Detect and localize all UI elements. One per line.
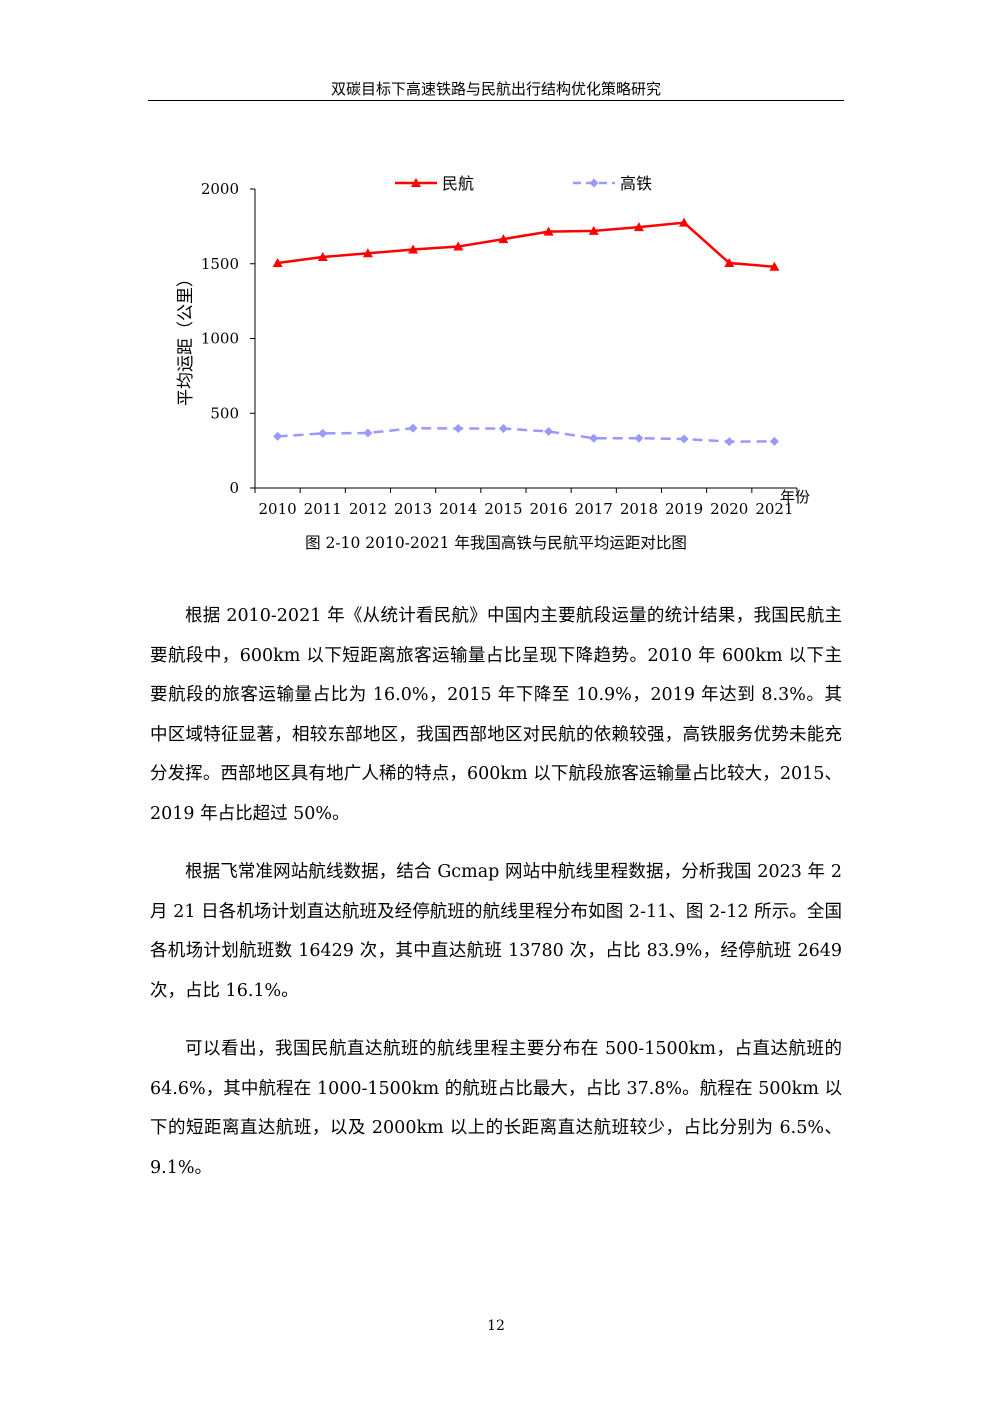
page-number: 12 (487, 1318, 505, 1334)
series-2-point (363, 428, 373, 438)
y-tick-label: 500 (210, 404, 239, 422)
x-tick-label: 2016 (529, 500, 567, 518)
legend-label-1: 民航 (442, 174, 474, 193)
x-axis-label: 年份 (780, 488, 810, 506)
body-paragraph-3: 可以看出，我国民航直达航班的航线里程主要分布在 500-1500km，占直达航班… (150, 1039, 842, 1178)
series-line-2 (277, 426, 775, 443)
series-1-point (453, 241, 464, 251)
line-chart: 0 500 1000 1500 2000 2010 2011 2012 2013 2014 2015… (176, 174, 810, 518)
running-header: 双碳目标下高速铁路与民航出行结构优化策略研究 (330, 80, 661, 98)
series-2-point (679, 434, 689, 444)
series-1-point (588, 225, 599, 235)
chart-series (272, 217, 780, 447)
body-paragraph-2: 根据飞常准网站航线数据，结合 Gcmap 网站中航线里程数据，分析我国 2023… (150, 862, 842, 1001)
series-2-point (544, 426, 554, 436)
chart-ticks: 0 500 1000 1500 2000 2010 2011 2012 2013 2014 2015… (201, 180, 798, 518)
x-tick-label: 2017 (575, 500, 613, 518)
x-tick-label: 2012 (349, 500, 387, 518)
chart-legend: 民航 高铁 (395, 174, 652, 193)
legend-marker-2 (589, 178, 599, 188)
series-2-point (724, 437, 734, 447)
legend-marker-1 (411, 178, 421, 187)
y-axis-label: 平均运距（公里） (176, 270, 196, 406)
chart-axes (254, 189, 797, 489)
series-line-1 (277, 221, 775, 268)
legend-label-2: 高铁 (620, 174, 652, 193)
series-1-point (498, 234, 509, 244)
x-tick-label: 2015 (484, 500, 522, 518)
series-1-point (724, 258, 735, 268)
x-tick-label: 2019 (665, 500, 703, 518)
x-tick-label: 2011 (304, 500, 342, 518)
series-2-point (318, 428, 328, 438)
x-tick-label: 2013 (394, 500, 432, 518)
series-1-point (317, 252, 328, 262)
series-2-point (273, 431, 283, 441)
y-tick-label: 1000 (201, 330, 239, 348)
figure-caption: 图 2-10 2010-2021 年我国高铁与民航平均运距对比图 (305, 534, 687, 552)
series-1-point (633, 222, 644, 232)
x-tick-label: 2014 (439, 500, 477, 518)
y-tick-label: 2000 (201, 180, 239, 198)
series-1-point (769, 261, 780, 271)
series-2-point (453, 423, 463, 433)
series-2-point (769, 436, 779, 446)
y-tick-label: 0 (229, 479, 239, 497)
series-2-point (634, 433, 644, 443)
x-tick-label: 2018 (620, 500, 658, 518)
body-paragraph-1: 根据 2010-2021 年《从统计看民航》中国内主要航段运量的统计结果，我国民… (150, 606, 842, 824)
series-2-point (498, 423, 508, 433)
y-tick-label: 1500 (201, 255, 239, 273)
x-tick-label: 2010 (258, 500, 296, 518)
series-1-point (543, 226, 554, 236)
series-2-point (589, 433, 599, 443)
x-tick-label: 2021 (755, 500, 793, 518)
series-1-point (272, 258, 283, 268)
series-1-point (408, 244, 419, 254)
series-1-point (679, 217, 690, 227)
x-tick-label: 2020 (710, 500, 748, 518)
header-rule (148, 100, 844, 101)
series-2-point (408, 423, 418, 433)
series-1-point (362, 248, 373, 258)
